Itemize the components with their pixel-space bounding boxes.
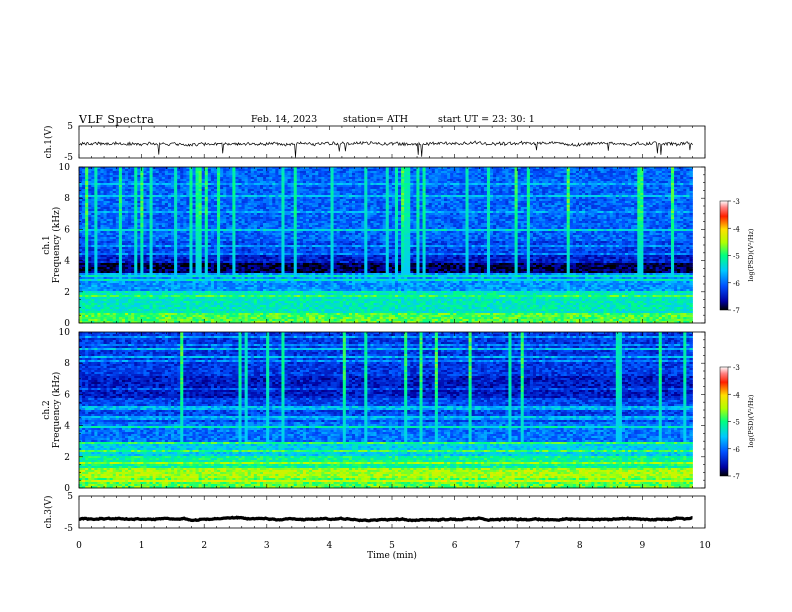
ch1-ytick-top: 5 xyxy=(67,122,73,132)
ch1-waveform-panel: 5 -5 ch.1(V) xyxy=(43,122,705,163)
vlf-spectra-figure: 5 -5 ch.1(V) 0246810 ch.1 Frequency (kHz… xyxy=(0,0,792,612)
ch1-ytick-bottom: -5 xyxy=(64,153,73,163)
ch1-ylabel: ch.1(V) xyxy=(43,126,54,159)
ch1-waveform-line xyxy=(79,141,693,158)
ch1-spectrogram-image xyxy=(79,167,693,323)
